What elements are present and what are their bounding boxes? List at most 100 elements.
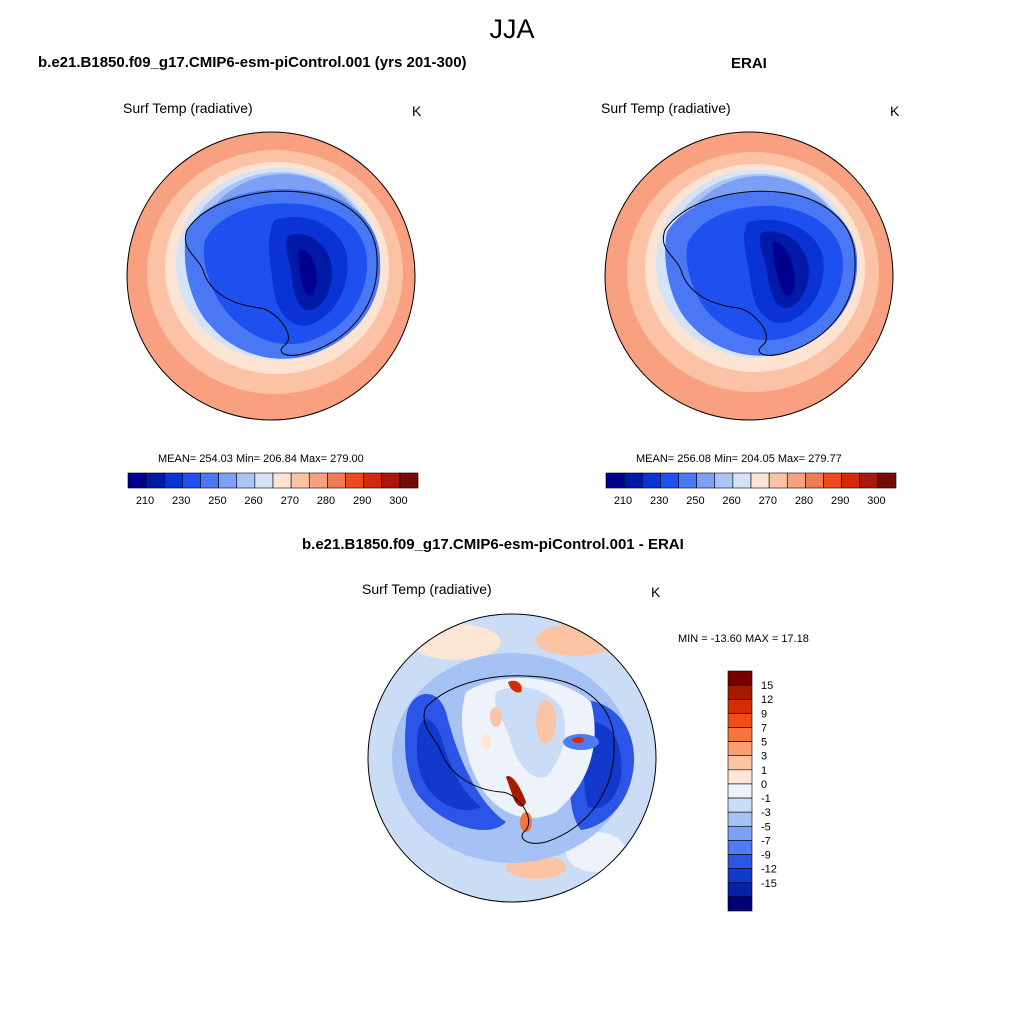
colorbar-swatch: [727, 755, 753, 771]
panel-1-colorbar: [127, 472, 419, 489]
colorbar-tick-label: 9: [761, 708, 767, 720]
colorbar-swatch: [727, 741, 753, 757]
colorbar-swatch: [877, 472, 897, 489]
colorbar-swatch: [127, 472, 147, 489]
colorbar-swatch: [641, 472, 661, 489]
colorbar-tick-label: -5: [761, 821, 771, 833]
colorbar-swatch: [218, 472, 238, 489]
colorbar-tick-label: -9: [761, 850, 771, 862]
colorbar-swatch: [727, 769, 753, 785]
colorbar-swatch: [841, 472, 861, 489]
colorbar-tick-label: 280: [795, 495, 813, 507]
colorbar-swatch: [327, 472, 346, 489]
panel-2-title: ERAI: [731, 55, 767, 72]
colorbar-tick-label: 230: [172, 495, 190, 507]
colorbar-swatch: [345, 472, 364, 489]
colorbar-swatch: [727, 811, 753, 827]
colorbar-swatch: [727, 854, 753, 869]
colorbar-swatch: [727, 882, 753, 898]
colorbar-swatch: [381, 472, 401, 489]
panel-2-colorbar-ticks: 210 230 250 260 270 280 290 300: [614, 495, 886, 507]
colorbar-tick-label: 210: [614, 495, 632, 507]
colorbar-swatch: [727, 713, 753, 728]
colorbar-swatch: [727, 896, 753, 912]
colorbar-tick-label: 270: [759, 495, 777, 507]
colorbar-swatch: [163, 472, 183, 489]
colorbar-tick-label: 7: [761, 722, 767, 734]
colorbar-swatch: [727, 825, 753, 841]
colorbar-swatch: [727, 783, 753, 799]
panel-3-stats: MIN = -13.60 MAX = 17.18: [678, 633, 809, 645]
colorbar-swatch: [678, 472, 697, 489]
colorbar-tick-label: 1: [761, 765, 767, 777]
colorbar-swatch: [236, 472, 256, 489]
colorbar-tick-label: 12: [761, 694, 773, 706]
colorbar-swatch: [768, 472, 788, 489]
panel-1-variable-label: Surf Temp (radiative): [123, 100, 253, 116]
colorbar-swatch: [727, 698, 753, 714]
panel-2-variable-label: Surf Temp (radiative): [601, 100, 731, 116]
colorbar-swatch: [727, 797, 753, 813]
colorbar-swatch: [272, 472, 292, 489]
colorbar-swatch: [696, 472, 716, 489]
colorbar-tick-label: 230: [650, 495, 668, 507]
colorbar-tick-label: -1: [761, 793, 771, 805]
panel-1-unit-label: K: [412, 103, 422, 119]
colorbar-tick-label: 210: [136, 495, 154, 507]
colorbar-tick-label: -12: [761, 864, 777, 876]
colorbar-tick-label: 300: [867, 495, 885, 507]
panel-1-polar-map: [126, 131, 416, 421]
colorbar-tick-label: 250: [686, 495, 704, 507]
colorbar-swatch: [308, 472, 328, 489]
colorbar-swatch: [182, 472, 201, 489]
colorbar-tick-label: 270: [281, 495, 299, 507]
colorbar-tick-label: 300: [389, 495, 407, 507]
panel-1-colorbar-ticks: 210 230 250 260 270 280 290 300: [136, 495, 408, 507]
panel-2-stats: MEAN= 256.08 Min= 204.05 Max= 279.77: [636, 453, 842, 465]
colorbar-swatch: [859, 472, 879, 489]
colorbar-tick-label: -15: [761, 878, 777, 890]
colorbar-tick-label: -3: [761, 807, 771, 819]
colorbar-tick-label: 290: [831, 495, 849, 507]
colorbar-tick-label: 260: [244, 495, 262, 507]
colorbar-tick-label: 250: [208, 495, 226, 507]
panel-2-colorbar: [605, 472, 897, 489]
panel-1-title: b.e21.B1850.f09_g17.CMIP6-esm-piControl.…: [38, 54, 467, 71]
colorbar-tick-label: 15: [761, 680, 773, 692]
colorbar-swatch: [363, 472, 383, 489]
panel-2-polar-map: [604, 131, 894, 421]
page-title: JJA: [489, 14, 535, 44]
colorbar-swatch: [623, 472, 643, 489]
colorbar-tick-label: 0: [761, 779, 767, 791]
colorbar-swatch: [399, 472, 419, 489]
colorbar-swatch: [786, 472, 806, 489]
colorbar-tick-label: 280: [317, 495, 335, 507]
panel-3-variable-label: Surf Temp (radiative): [362, 581, 492, 597]
colorbar-tick-label: 290: [353, 495, 371, 507]
panel-1-stats: MEAN= 254.03 Min= 206.84 Max= 279.00: [158, 453, 364, 465]
colorbar-swatch: [750, 472, 770, 489]
panel-3-colorbar-ticks: 15 12 9 7 5 3 1 0 -1 -3 -5 -7 -9 -12 -15: [761, 680, 777, 890]
colorbar-swatch: [727, 670, 753, 686]
colorbar-swatch: [727, 684, 753, 700]
colorbar-tick-label: 5: [761, 737, 767, 749]
colorbar-swatch: [660, 472, 679, 489]
panel-3-title: b.e21.B1850.f09_g17.CMIP6-esm-piControl.…: [302, 536, 684, 553]
colorbar-swatch: [200, 472, 219, 489]
panel-3-colorbar: [727, 670, 753, 912]
colorbar-tick-label: 260: [722, 495, 740, 507]
panel-3-polar-map: [367, 613, 657, 903]
colorbar-swatch: [727, 868, 753, 884]
panel-2-unit-label: K: [890, 103, 900, 119]
colorbar-swatch: [805, 472, 824, 489]
colorbar-swatch: [732, 472, 752, 489]
colorbar-swatch: [254, 472, 274, 489]
colorbar-swatch: [290, 472, 310, 489]
colorbar-swatch: [823, 472, 842, 489]
colorbar-swatch: [727, 840, 753, 855]
colorbar-tick-label: 3: [761, 751, 767, 763]
panel-3-unit-label: K: [651, 584, 661, 600]
colorbar-swatch: [145, 472, 165, 489]
colorbar-swatch: [605, 472, 625, 489]
colorbar-tick-label: -7: [761, 835, 771, 847]
